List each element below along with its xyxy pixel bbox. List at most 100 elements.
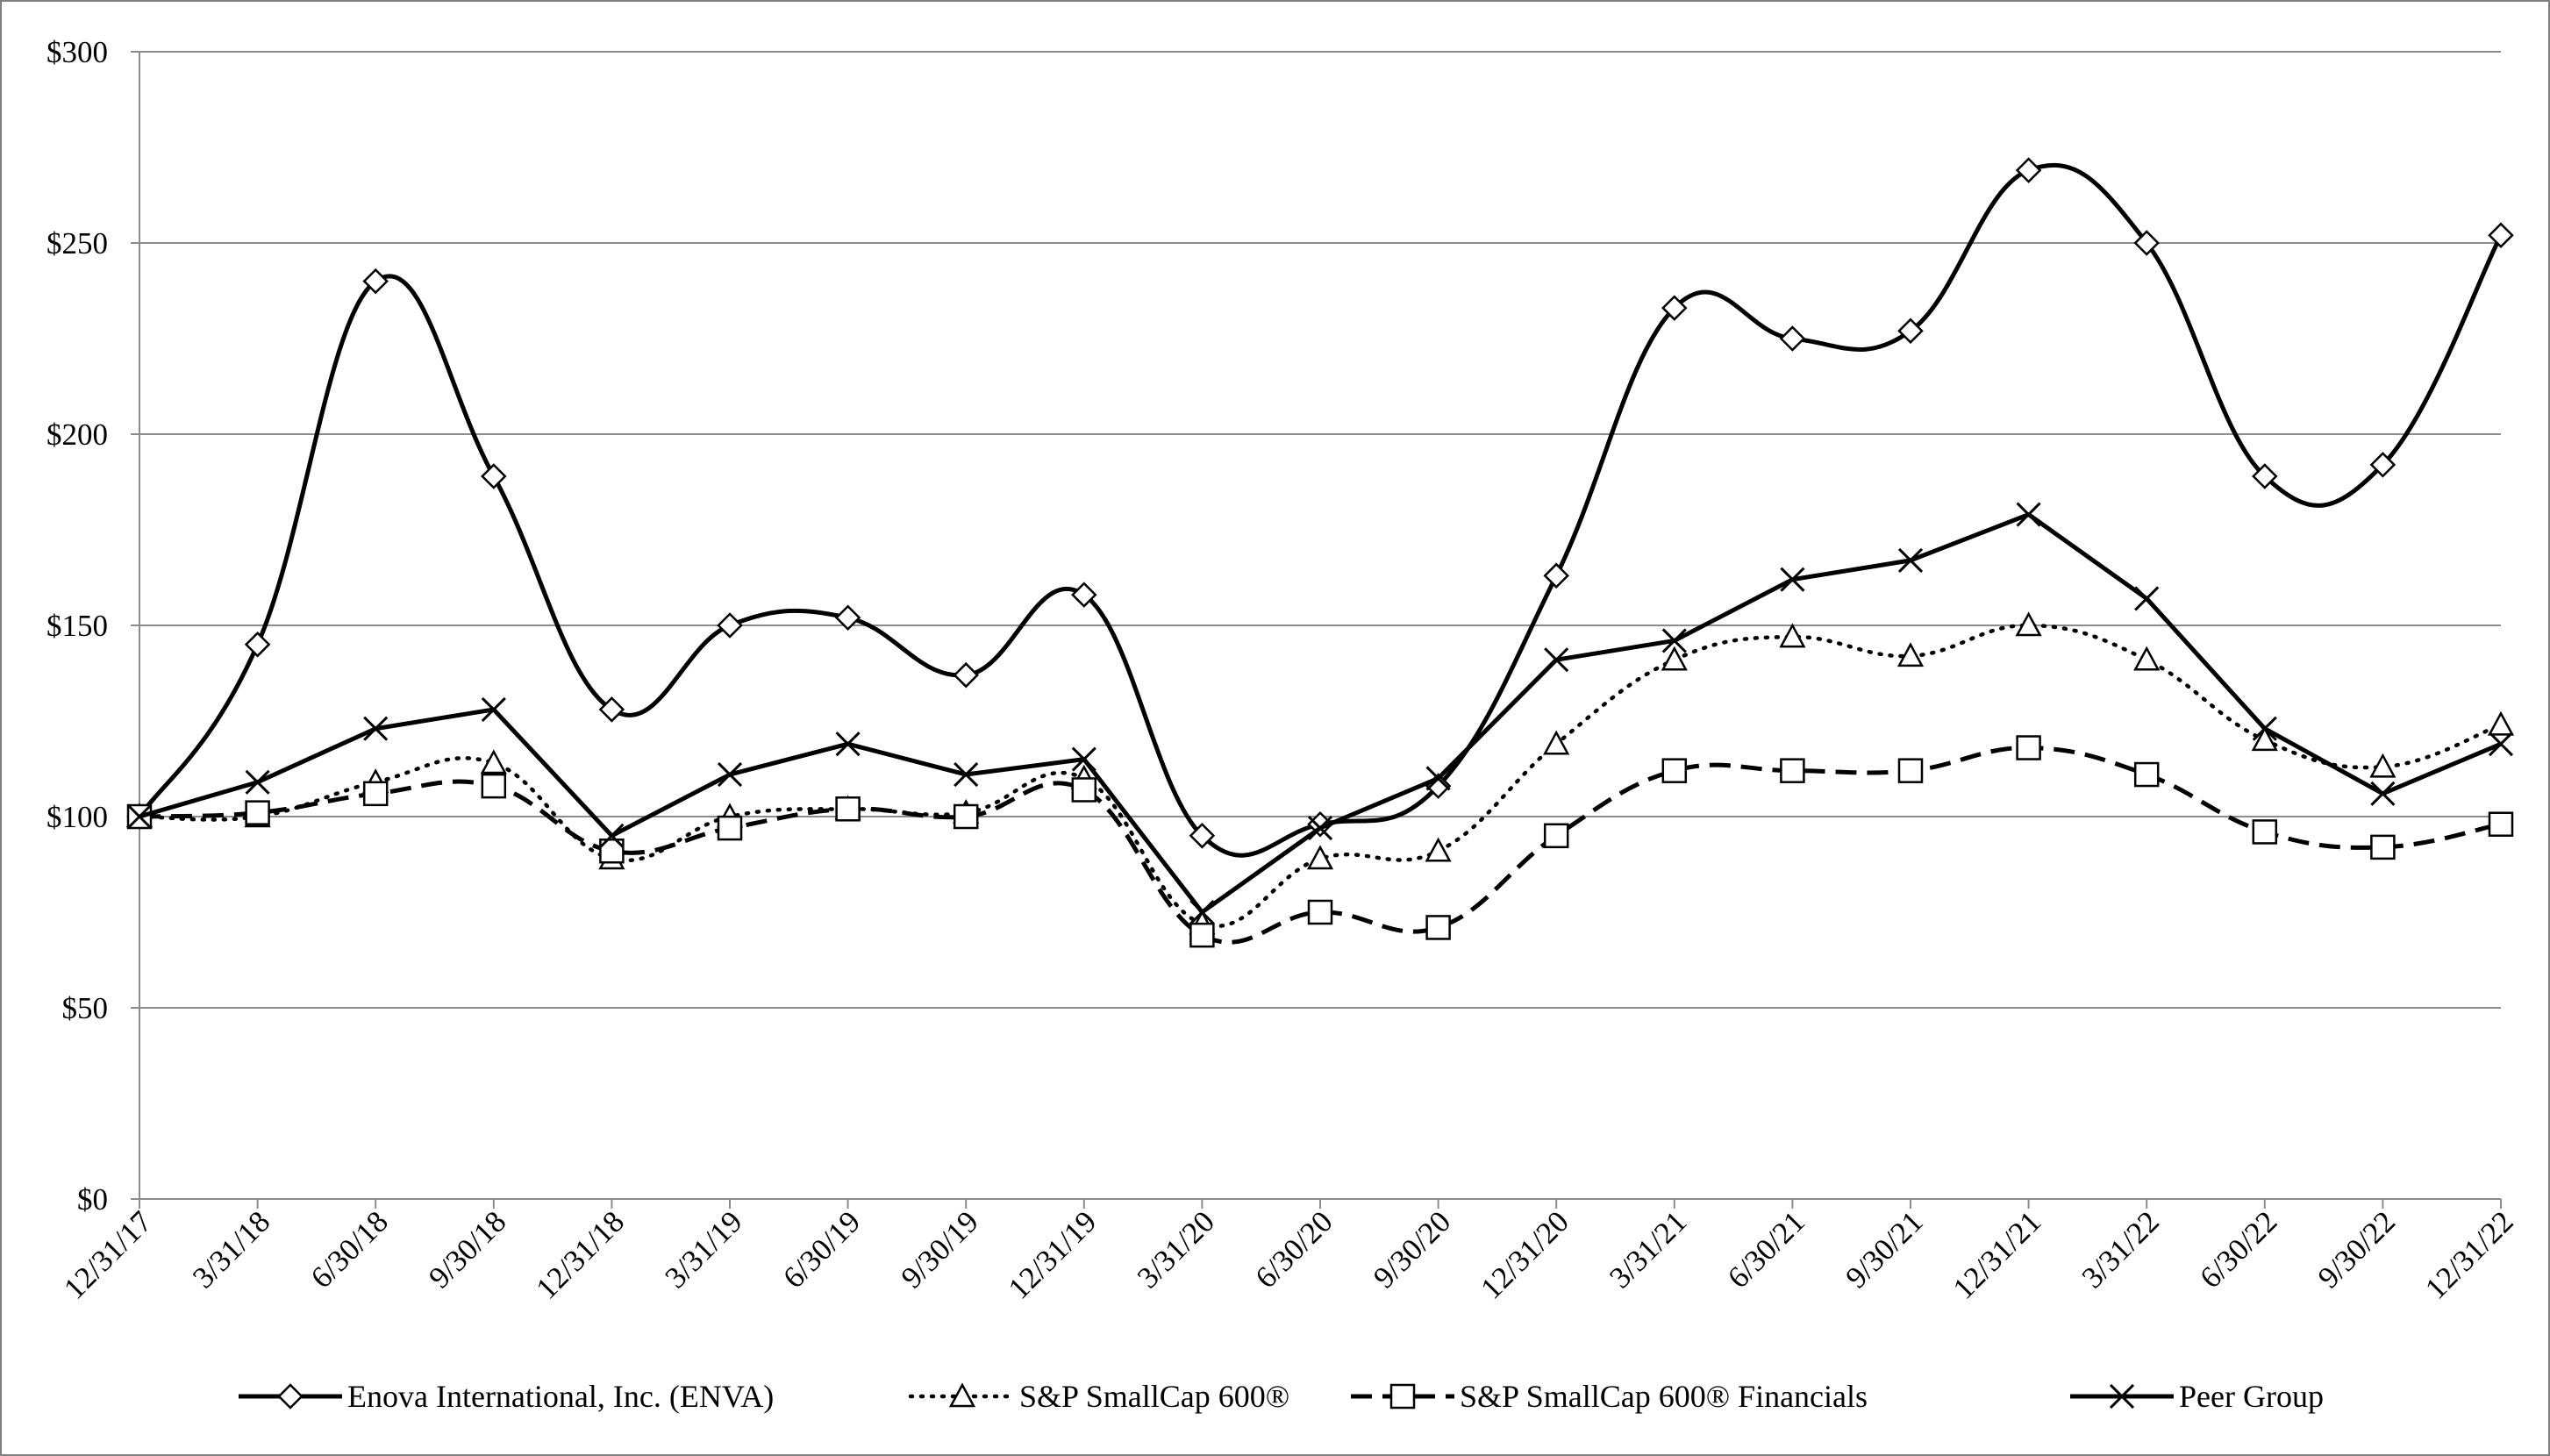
data-point-marker (953, 803, 979, 830)
legend-item: Enova International, Inc. (ENVA) (239, 1379, 774, 1414)
x-tick-label: 9/30/22 (2311, 1204, 2402, 1295)
data-point-marker (481, 696, 506, 722)
x-axis-ticks: 12/31/17 3/31/18 6/30/18 9/30/18 12/31/18 3/3… (57, 1199, 2520, 1306)
gridlines (139, 51, 2501, 1009)
series-group (125, 157, 2515, 948)
x-tick-label: 6/30/21 (1721, 1204, 1811, 1295)
data-point-marker (717, 815, 743, 841)
x-tick-label: 3/31/19 (658, 1204, 748, 1295)
data-point-marker (1897, 758, 1924, 783)
x-tick-label: 6/30/18 (304, 1204, 395, 1295)
data-point-marker (2252, 716, 2277, 741)
x-tick-label: 6/30/20 (1248, 1204, 1339, 1295)
x-tick-label: 12/31/20 (1474, 1204, 1575, 1306)
x-tick-label: 3/31/20 (1131, 1204, 1221, 1295)
y-tick-label: $100 (46, 800, 108, 834)
data-point-marker (953, 661, 979, 689)
y-tick-label: $150 (46, 609, 108, 643)
data-point-marker (1307, 816, 1333, 841)
data-point-marker (1425, 915, 1451, 940)
x-tick-label: 12/31/21 (1946, 1204, 2048, 1306)
data-point-marker (362, 781, 389, 807)
x-tick-label: 12/31/18 (529, 1204, 631, 1306)
data-point-marker (1661, 295, 1688, 321)
data-point-marker (2015, 157, 2042, 183)
data-point-marker (2251, 726, 2278, 752)
legend-item: Peer Group (2070, 1379, 2324, 1414)
legend-label: S&P SmallCap 600® Financials (1460, 1379, 1868, 1414)
series-enova-international-inc-enva (126, 157, 2514, 858)
data-point-marker (954, 761, 979, 788)
data-point-marker (2015, 611, 2042, 637)
data-point-marker (599, 823, 625, 848)
data-point-marker (1071, 777, 1097, 803)
series-line (139, 746, 2502, 945)
data-point-marker (2488, 732, 2514, 757)
y-tick-label: $50 (62, 991, 109, 1025)
series-peer-group (126, 502, 2514, 925)
data-point-marker (2252, 463, 2278, 489)
x-tick-label: 3/31/21 (1603, 1204, 1693, 1295)
data-point-marker (717, 612, 743, 639)
data-point-marker (835, 732, 861, 757)
data-point-marker (1661, 628, 1687, 653)
data-point-marker (598, 696, 625, 723)
data-point-marker (1307, 899, 1333, 925)
data-point-marker (1071, 746, 1096, 772)
data-point-marker (1544, 647, 1569, 673)
data-point-marker (2133, 646, 2161, 671)
legend-label: S&P SmallCap 600® (1019, 1379, 1289, 1414)
y-tick-label: $300 (46, 35, 108, 69)
data-point-marker (1543, 562, 1569, 589)
legend-swatch-marker (1389, 1383, 1416, 1410)
data-point-marker (1897, 318, 1924, 345)
x-tick-label: 9/30/18 (422, 1204, 512, 1295)
y-tick-label: $0 (77, 1182, 108, 1217)
x-tick-label: 12/31/19 (1002, 1204, 1104, 1306)
data-point-marker (1661, 758, 1688, 783)
series-line (137, 162, 2504, 858)
data-point-marker (1897, 547, 1924, 573)
x-tick-label: 12/31/17 (57, 1204, 159, 1306)
data-point-marker (1189, 823, 1216, 849)
data-point-marker (2134, 586, 2160, 611)
x-tick-label: 9/30/21 (1839, 1204, 1929, 1295)
data-point-marker (2370, 834, 2396, 860)
data-point-marker (1543, 730, 1570, 755)
legend-label: Peer Group (2179, 1379, 2324, 1414)
x-tick-label: 6/30/19 (776, 1204, 867, 1295)
x-tick-label: 12/31/22 (2418, 1204, 2520, 1306)
data-point-marker (481, 463, 507, 489)
legend-item: S&P SmallCap 600® Financials (1351, 1379, 1868, 1414)
x-tick-label: 6/30/22 (2193, 1204, 2283, 1295)
data-point-marker (2488, 811, 2514, 837)
legend-swatch-marker (2109, 1383, 2135, 1410)
data-point-marker (1425, 837, 1452, 862)
data-point-marker (481, 773, 507, 799)
data-point-marker (244, 632, 271, 658)
series-line (137, 623, 2504, 928)
data-point-marker (1071, 582, 1097, 608)
data-point-marker (1779, 623, 1806, 648)
data-point-marker (2369, 452, 2396, 478)
data-point-marker (2487, 710, 2515, 736)
y-tick-label: $250 (46, 226, 108, 261)
x-tick-label: 9/30/20 (1367, 1204, 1457, 1295)
data-point-marker (1661, 646, 1688, 671)
legend-swatch-marker (948, 1382, 976, 1408)
data-point-marker (2488, 222, 2514, 249)
data-point-marker (1425, 766, 1451, 791)
x-tick-label: 3/31/22 (2075, 1204, 2166, 1295)
x-tick-label: 9/30/19 (895, 1204, 985, 1295)
data-point-marker (245, 800, 270, 825)
legend-label: Enova International, Inc. (ENVA) (347, 1379, 774, 1414)
data-point-marker (126, 803, 153, 830)
data-point-marker (835, 796, 861, 822)
data-point-marker (717, 761, 743, 788)
data-point-marker (2133, 761, 2160, 788)
legend-swatch-marker (277, 1383, 304, 1410)
data-point-marker (1306, 845, 1334, 870)
data-point-marker (2016, 502, 2041, 527)
data-point-marker (245, 769, 270, 795)
